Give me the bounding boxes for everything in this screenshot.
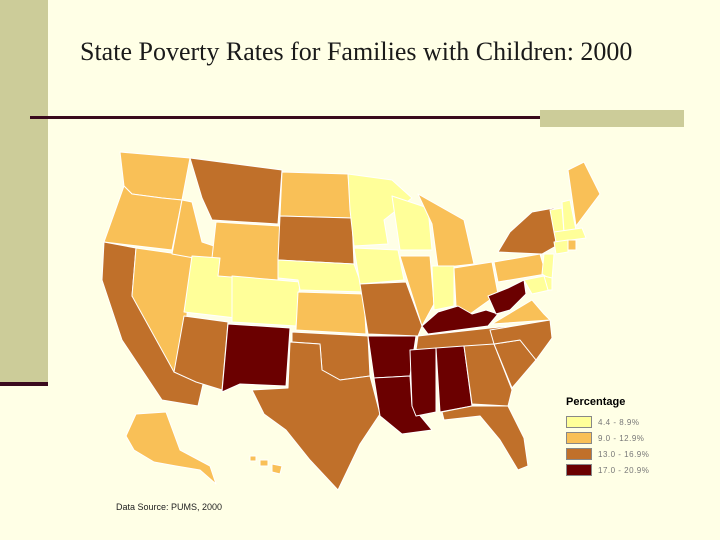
- state-SD: [277, 215, 355, 265]
- map-legend: Percentage 4.4 - 8.9% 9.0 - 12.9% 13.0 -…: [566, 396, 676, 478]
- state-FL: [441, 405, 529, 471]
- state-MI: [417, 193, 475, 269]
- slide-title: State Poverty Rates for Families with Ch…: [80, 37, 633, 66]
- legend-title: Percentage: [566, 396, 626, 408]
- legend-item: 13.0 - 16.9%: [566, 446, 676, 462]
- state-ND: [279, 171, 353, 219]
- state-WI: [391, 195, 433, 251]
- legend-label: 4.4 - 8.9%: [598, 417, 640, 427]
- state-NY: [497, 207, 557, 255]
- legend-swatch: [566, 448, 592, 460]
- state-OH: [453, 261, 499, 315]
- state-WY: [209, 221, 281, 281]
- legend-swatch: [566, 432, 592, 444]
- legend-item: 9.0 - 12.9%: [566, 430, 676, 446]
- state-LA: [373, 375, 433, 435]
- side-accent-rule: [0, 382, 48, 386]
- legend-label: 17.0 - 20.9%: [598, 465, 650, 475]
- state-NE: [277, 259, 365, 293]
- state-AK: [125, 411, 217, 485]
- state-MT: [189, 157, 283, 225]
- state-CO: [231, 275, 301, 327]
- state-KS: [295, 291, 367, 335]
- state-AZ: [173, 315, 229, 391]
- data-source-note: Data Source: PUMS, 2000: [116, 502, 223, 512]
- state-MA: [553, 227, 587, 243]
- state-RI: [567, 239, 577, 251]
- state-ME: [567, 161, 601, 227]
- state-MO: [359, 281, 423, 337]
- state-IL: [399, 255, 435, 327]
- state-DE: [543, 275, 553, 291]
- state-WV: [487, 279, 527, 315]
- legend-swatch: [566, 464, 592, 476]
- legend-item: 4.4 - 8.9%: [566, 414, 676, 430]
- legend-item: 17.0 - 20.9%: [566, 462, 676, 478]
- state-IA: [353, 247, 405, 285]
- state-NM: [221, 323, 291, 393]
- legend-label: 13.0 - 16.9%: [598, 449, 650, 459]
- state-TX: [251, 341, 381, 491]
- state-IN: [431, 265, 455, 311]
- state-MN: [347, 173, 413, 247]
- legend-label: 9.0 - 12.9%: [598, 433, 645, 443]
- state-KY: [421, 305, 499, 335]
- state-VA: [491, 299, 551, 325]
- state-MS: [409, 347, 437, 417]
- state-HI: [249, 455, 283, 475]
- side-accent-bar: [0, 0, 48, 382]
- title-divider: [30, 116, 540, 119]
- state-AR: [367, 335, 417, 379]
- state-CT: [553, 239, 569, 255]
- us-choropleth-map: [92, 150, 652, 500]
- title-divider-accent: [540, 110, 684, 127]
- legend-swatch: [566, 416, 592, 428]
